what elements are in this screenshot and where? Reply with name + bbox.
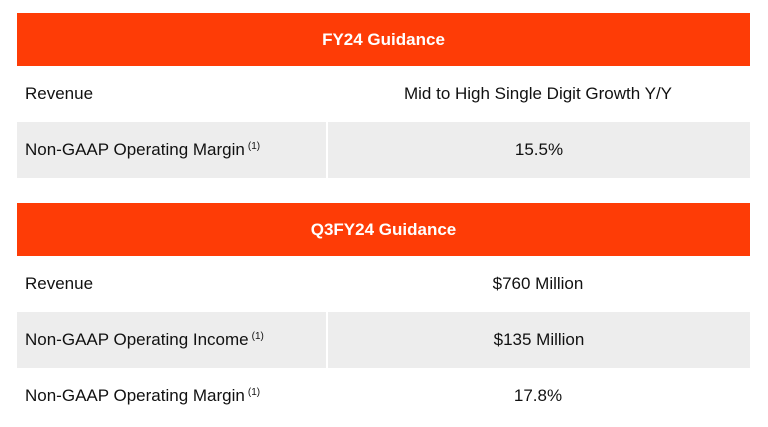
table-row: Non-GAAP Operating Margin (1) 17.8% (17, 368, 750, 424)
row-value: Mid to High Single Digit Growth Y/Y (403, 84, 673, 103)
row-label: Revenue (25, 84, 94, 103)
table-header: FY24 Guidance (17, 13, 750, 66)
q3fy24-guidance-table: Q3FY24 Guidance Revenue $760 Million Non… (17, 203, 750, 424)
row-label: Non-GAAP Operating Margin (25, 386, 245, 405)
fy24-guidance-table: FY24 Guidance Revenue Mid to High Single… (17, 13, 750, 178)
row-label: Non-GAAP Operating Margin (25, 140, 245, 159)
row-label: Revenue (25, 274, 94, 293)
table-row: Revenue Mid to High Single Digit Growth … (17, 66, 750, 122)
row-value: $135 Million (326, 312, 750, 368)
footnote-marker: (1) (247, 140, 261, 152)
table-row: Non-GAAP Operating Income (1) $135 Millio… (17, 312, 750, 368)
row-value: 17.8% (513, 386, 563, 405)
table-row: Revenue $760 Million (17, 256, 750, 312)
footnote-marker: (1) (247, 386, 261, 398)
table-row: Non-GAAP Operating Margin (1) 15.5% (17, 122, 750, 178)
row-value: 15.5% (326, 122, 750, 178)
row-label: Non-GAAP Operating Income (25, 330, 249, 349)
table-header: Q3FY24 Guidance (17, 203, 750, 256)
row-value: $760 Million (492, 274, 584, 293)
footnote-marker: (1) (251, 330, 264, 342)
